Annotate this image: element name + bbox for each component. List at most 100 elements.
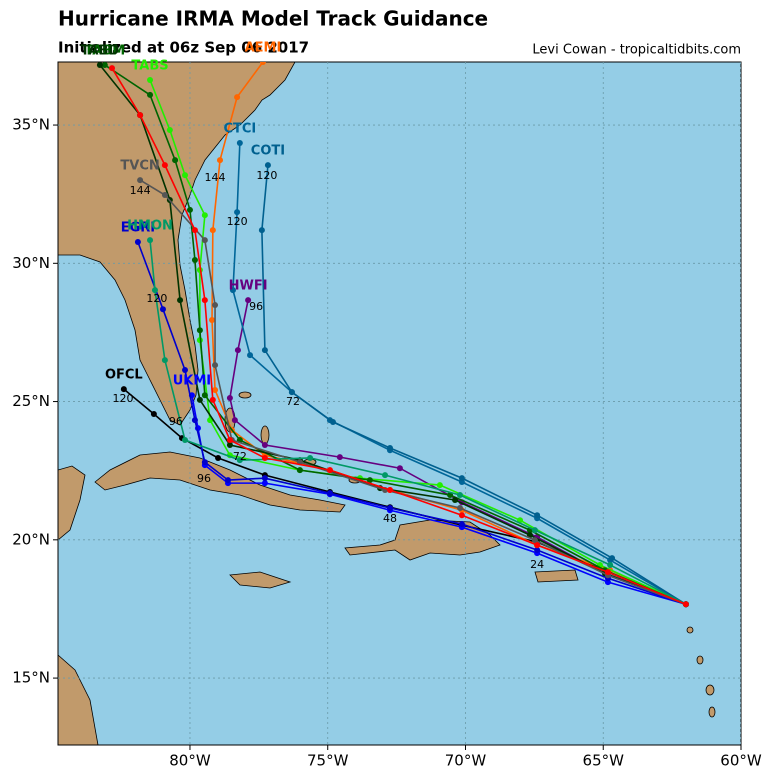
- x-tick-label: 80°W: [169, 752, 211, 768]
- track-point: [609, 555, 616, 562]
- track-point: [261, 480, 268, 487]
- track-point: [386, 505, 393, 512]
- track-point: [96, 62, 103, 69]
- track: [261, 165, 687, 605]
- track-point: [161, 162, 168, 169]
- track-point: [137, 177, 144, 184]
- track-point: [209, 396, 216, 403]
- track-point: [534, 547, 541, 554]
- x-tick-label: 60°W: [720, 752, 762, 768]
- hour-label: 72: [233, 450, 247, 463]
- track-point: [234, 347, 241, 354]
- track-point: [196, 327, 203, 334]
- track-point: [336, 454, 343, 461]
- track-label: OFCL: [105, 368, 143, 383]
- lesser-antilles: [696, 655, 704, 665]
- track-label: EGRI: [121, 221, 155, 236]
- track-point: [209, 227, 216, 234]
- hour-label: 144: [205, 171, 226, 184]
- track-point: [234, 209, 241, 216]
- track-point: [182, 172, 189, 179]
- track-point: [226, 394, 233, 401]
- track: [104, 64, 687, 605]
- hour-label: 24: [530, 558, 544, 571]
- track-point: [236, 457, 243, 464]
- chart-title: Hurricane IRMA Model Track Guidance: [58, 7, 488, 31]
- track-point: [296, 467, 303, 474]
- track-point: [161, 357, 168, 364]
- hour-label: 48: [383, 512, 397, 525]
- track-point: [682, 601, 689, 608]
- track-point: [326, 467, 333, 474]
- yucatan: [58, 465, 86, 541]
- track: [111, 67, 687, 605]
- track-point: [531, 527, 538, 534]
- track: [99, 64, 687, 605]
- track-point: [458, 521, 465, 528]
- jamaica: [229, 571, 292, 589]
- track-point: [182, 437, 189, 444]
- track-point: [264, 162, 271, 169]
- track-point: [191, 417, 198, 424]
- track-point: [217, 157, 224, 164]
- puerto-rico: [534, 569, 579, 583]
- track-label: TABM: [84, 44, 125, 59]
- hour-label: 96: [197, 472, 211, 485]
- track-point: [386, 487, 393, 494]
- track-point: [196, 396, 203, 403]
- hour-label: 96: [249, 300, 263, 313]
- chart-subtitle: Initialized at 06z Sep 06 2017: [58, 39, 309, 57]
- track-point: [201, 212, 208, 219]
- track-point: [258, 227, 265, 234]
- track-point: [382, 472, 389, 479]
- hour-label: 96: [169, 415, 183, 428]
- track-point: [147, 76, 154, 83]
- track-point: [215, 454, 222, 461]
- bahamas: [260, 425, 270, 445]
- track-point: [201, 237, 208, 244]
- track-point: [182, 367, 189, 374]
- hour-label: 120: [113, 392, 134, 405]
- lesser-antilles: [708, 706, 716, 718]
- cuba: [94, 451, 346, 513]
- track-point: [604, 569, 611, 576]
- hour-label: 144: [130, 184, 151, 197]
- track-point: [607, 561, 614, 568]
- track-point: [396, 465, 403, 472]
- track-point: [224, 477, 231, 484]
- track-point: [261, 475, 268, 482]
- track-point: [531, 537, 538, 544]
- track-point: [201, 392, 208, 399]
- track-point: [120, 386, 127, 393]
- track-point: [329, 419, 336, 426]
- track: [139, 179, 687, 606]
- credit: Levi Cowan - tropicaltidbits.com: [532, 43, 741, 58]
- track-point: [212, 302, 219, 309]
- track-point: [212, 362, 219, 369]
- track-label: TABS: [131, 58, 168, 73]
- track-point: [261, 347, 268, 354]
- track-point: [234, 94, 241, 101]
- track-label: CTCI: [223, 122, 256, 137]
- bahamas: [238, 391, 252, 399]
- track-point: [209, 316, 216, 323]
- track-point: [226, 441, 233, 448]
- track-point: [161, 192, 168, 199]
- track-point: [137, 112, 144, 119]
- track-point: [307, 454, 314, 461]
- track-point: [534, 512, 541, 519]
- track-point: [326, 490, 333, 497]
- track-point: [229, 287, 236, 294]
- hour-label: 72: [286, 395, 300, 408]
- track-point: [151, 287, 158, 294]
- track-point: [456, 505, 463, 512]
- track-point: [288, 389, 295, 396]
- track-label: COTI: [251, 144, 285, 159]
- track-point: [261, 441, 268, 448]
- y-tick-label: 20°N: [12, 530, 50, 548]
- track-label: AEMI: [245, 41, 282, 56]
- hour-label: 120: [146, 292, 167, 305]
- track-point: [166, 127, 173, 134]
- track-point: [177, 297, 184, 304]
